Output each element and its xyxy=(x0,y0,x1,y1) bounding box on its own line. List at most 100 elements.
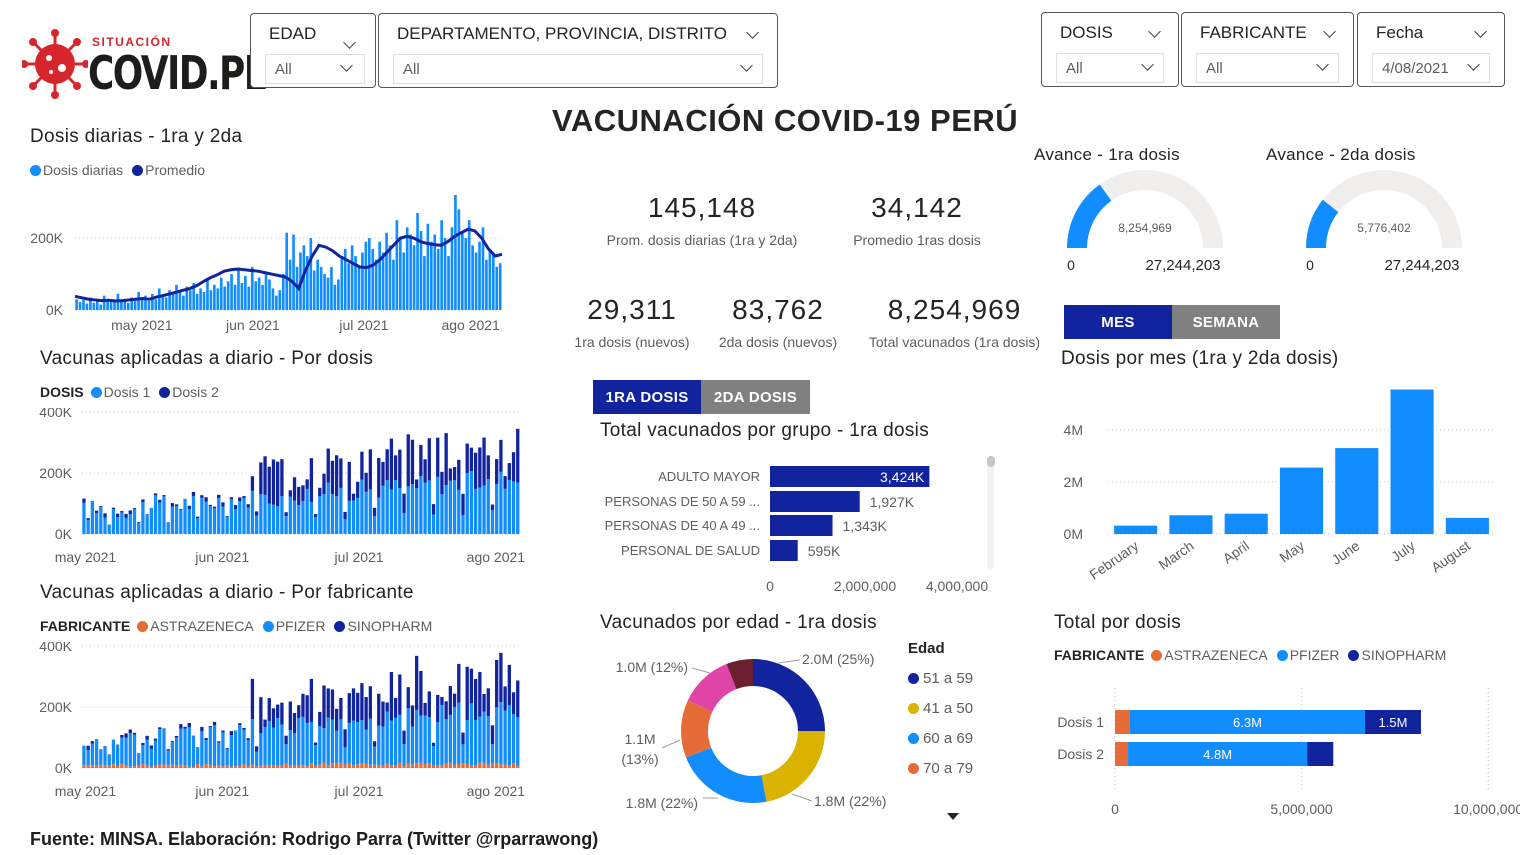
bar-segment xyxy=(385,449,389,481)
bar-segment xyxy=(242,727,246,730)
bar-segment xyxy=(440,765,444,768)
bar-segment xyxy=(516,680,520,718)
bar-segment xyxy=(419,444,423,477)
x-tick-label: 0 xyxy=(1111,801,1119,817)
bar-segment xyxy=(440,471,444,495)
kpi-total-vacunados: 8,254,969 Total vacunados (1ra dosis) xyxy=(862,294,1047,350)
bar-segment xyxy=(423,764,427,768)
data-label: 2.0M (25%) xyxy=(802,651,874,667)
chart-edad[interactable]: 2.0M (25%) 1.8M (22%) 1.8M (22%) 1.1M (13%) 1… xyxy=(600,640,900,820)
slicer-region-dropdown[interactable]: All xyxy=(393,54,763,84)
bar-segment xyxy=(99,749,103,751)
chart-daily[interactable]: 0K 200K may 2021 jun 2021 jul 2021 ago 2021 xyxy=(20,190,530,338)
bar-segment xyxy=(305,488,309,534)
slicer-edad-dropdown[interactable]: All xyxy=(265,54,365,84)
bar-segment xyxy=(381,701,385,727)
bar-segment xyxy=(90,743,95,766)
bar-segment xyxy=(1115,710,1130,734)
bar-segment xyxy=(170,506,175,534)
bar-segment xyxy=(200,495,204,498)
chevron-down-icon[interactable] xyxy=(1323,25,1336,38)
bar-segment xyxy=(347,693,351,723)
bar-segment xyxy=(457,702,461,765)
slicer-dosis-dropdown[interactable]: All xyxy=(1056,53,1164,83)
bar-segment xyxy=(225,748,229,749)
chart-por-dosis[interactable]: 0K 200K 400K may 2021 jun 2021 jul 2021 ago 20… xyxy=(20,408,535,568)
chevron-down-icon[interactable] xyxy=(343,36,356,49)
bar-segment xyxy=(377,725,381,766)
bar-segment xyxy=(334,708,339,731)
bar-segment xyxy=(339,762,343,768)
chart-mes[interactable]: 0M 2M 4M February March April May June July Augus… xyxy=(1050,375,1510,590)
bar-segment xyxy=(339,458,343,488)
bar-segment xyxy=(259,765,263,768)
chart-grupo[interactable]: ADULTO MAYOR 3,424K PERSONAS DE 50 A 59 ..… xyxy=(590,452,1010,600)
pie-slice xyxy=(686,747,767,803)
slicer-fabricante[interactable]: FABRICANTE All xyxy=(1181,12,1354,87)
toggle-mes-button[interactable]: MES xyxy=(1064,305,1172,339)
legend-dot xyxy=(908,672,919,684)
slicer-fecha-dropdown[interactable]: 4/08/2021 xyxy=(1372,53,1490,83)
kpi-label: 1ra dosis (nuevos) xyxy=(574,334,690,350)
bar-segment xyxy=(187,727,191,767)
bar-segment xyxy=(448,762,453,768)
bar-segment xyxy=(267,720,271,766)
chart-por-fabricante[interactable]: 0K 200K 400K may 2021 jun 2021 jul 2021 ago 20… xyxy=(20,642,535,807)
bar-segment xyxy=(221,766,225,768)
chevron-down-icon[interactable] xyxy=(1474,25,1487,38)
bar-segment xyxy=(465,719,469,765)
bar xyxy=(195,293,199,310)
toggle-1ra-dosis-button[interactable]: 1RA DOSIS xyxy=(593,380,701,414)
bar-segment xyxy=(457,663,461,703)
bar-segment xyxy=(267,503,271,534)
bar xyxy=(164,297,168,310)
slicer-fecha[interactable]: Fecha 4/08/2021 xyxy=(1357,12,1505,87)
chevron-down-icon[interactable] xyxy=(1148,25,1161,38)
bar-segment xyxy=(356,481,360,498)
bar-segment xyxy=(486,716,490,765)
bar-segment xyxy=(297,718,301,766)
toggle-2da-dosis-button[interactable]: 2DA DOSIS xyxy=(701,380,810,414)
bar-segment xyxy=(402,513,406,534)
kpi-value: 8,254,969 xyxy=(887,294,1022,325)
bar xyxy=(254,281,258,310)
y-tick-label: 0M xyxy=(1064,526,1083,542)
legend-label: 60 a 69 xyxy=(923,729,974,747)
bar-segment xyxy=(166,749,170,751)
bar-segment xyxy=(141,742,145,746)
slicer-fabricante-dropdown[interactable]: All xyxy=(1196,53,1339,83)
gauge-1ra-dosis[interactable]: 8,254,969 0 27,244,203 xyxy=(1055,162,1235,280)
bar-segment xyxy=(478,447,482,488)
bar-segment xyxy=(271,727,276,766)
chart-total-dosis[interactable]: 0 5,000,000 10,000,000 Dosis 1 6.3M 1.5M Dosis… xyxy=(1050,680,1520,822)
bar-segment xyxy=(250,719,255,765)
slicer-dosis[interactable]: DOSIS All xyxy=(1041,12,1179,87)
gauge-2da-dosis[interactable]: 5,776,402 0 27,244,203 xyxy=(1294,162,1474,280)
bar-segment xyxy=(271,504,276,534)
bar-segment xyxy=(200,766,204,768)
bar-segment xyxy=(385,702,389,712)
bar-segment xyxy=(208,506,212,534)
slicer-edad[interactable]: EDAD All xyxy=(250,13,376,88)
bar xyxy=(1390,389,1434,534)
bar-segment xyxy=(111,764,116,768)
toggle-semana-button[interactable]: SEMANA xyxy=(1172,305,1280,339)
legend-scroll-down-icon[interactable] xyxy=(947,813,959,820)
chart-edad-title: Vacunados por edad - 1ra dosis xyxy=(600,612,877,633)
bar-segment xyxy=(204,740,208,765)
bar-segment xyxy=(305,766,309,768)
bar xyxy=(92,302,96,310)
bar-segment xyxy=(153,495,158,534)
bar-segment xyxy=(115,517,120,534)
slicer-region[interactable]: DEPARTAMENTO, PROVINCIA, DISTRITO All xyxy=(378,13,778,88)
chevron-down-icon[interactable] xyxy=(746,26,759,39)
legend-label: 41 a 50 xyxy=(923,699,974,717)
bar-segment xyxy=(368,764,372,768)
legend-dot xyxy=(908,732,919,744)
bar-segment xyxy=(229,735,234,767)
bar-segment xyxy=(507,479,511,534)
bar xyxy=(457,209,461,310)
bar-segment xyxy=(356,497,360,534)
bar-segment xyxy=(179,508,183,510)
bar-segment xyxy=(469,703,474,766)
